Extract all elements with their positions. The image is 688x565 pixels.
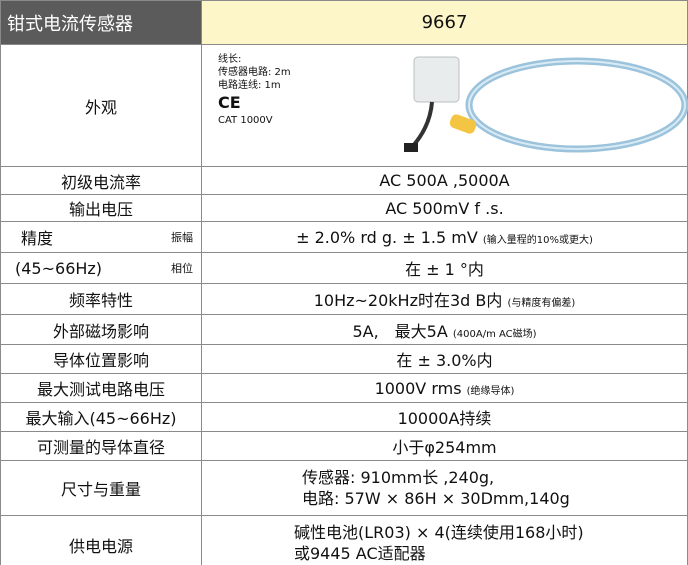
row-label: 供电电源 [0,515,202,565]
text: CAT 1000V [218,115,273,126]
note: (400A/m AC磁场) [452,328,537,340]
row-value: 在 ± 3.0%内 [201,344,688,374]
plug [404,143,418,152]
value: ± 2.0% rd g. ± 1.5 mV [296,227,478,247]
row-value: 小于φ254mm [201,431,688,461]
appearance-cell: 线长: 传感器电路: 2m 电路连线: 1m CE CAT 1000V [201,44,688,167]
value: 5A, 最大5A [352,321,448,341]
lead [410,101,434,149]
row-value: 5A, 最大5A (400A/m AC磁场) [201,314,688,345]
note: (输入量程的10%或更大) [482,234,593,246]
header-model: 9667 [201,0,688,45]
row-value: ± 2.0% rd g. ± 1.5 mV (输入量程的10%或更大) [201,221,688,253]
sub-label: 相位 [171,262,193,275]
note: (与精度有偏差) [507,298,576,309]
ce-mark: CE [218,93,241,112]
row-value: 碱性电池(LR03) × 4(连续使用168小时) 或9445 AC适配器 [201,515,688,565]
row-label: 精度 [21,229,54,248]
value: 传感器: 910mm长 ,240g, [302,468,495,487]
row-label: 可测量的导体直径 [0,431,202,461]
value: 电路: 57W × 86H × 30Dmm,140g [302,489,570,508]
note: (绝缘导体) [466,385,515,397]
appearance-text: 线长: 传感器电路: 2m 电路连线: 1m CE CAT 1000V [218,53,291,127]
text: 传感器电路: 2m [218,67,291,78]
coil-highlight [468,60,686,150]
row-label: (45~66Hz) [15,258,103,278]
row-label: 初级电流率 [0,166,202,195]
sensor-image [404,56,688,153]
row-value: 传感器: 910mm长 ,240g, 电路: 57W × 86H × 30Dmm,… [201,460,688,516]
precision-cell: (45~66Hz) 相位 [0,252,202,284]
row-value: 10Hz~20kHz时在3d B内 (与精度有偏差) [201,283,688,315]
row-label: 最大测试电路电压 [0,373,202,403]
value: 1000V rms [374,378,462,398]
row-label: 尺寸与重量 [0,460,202,516]
row-label: 输出电压 [0,194,202,222]
row-value: 1000V rms (绝缘导体) [201,373,688,403]
row-label: 导体位置影响 [0,344,202,374]
value: 碱性电池(LR03) × 4(连续使用168小时) [294,523,584,542]
value: 或9445 AC适配器 [294,544,426,563]
row-value: AC 500mV f .s. [201,194,688,222]
sensor-box [413,56,460,103]
row-value: 10000A持续 [201,402,688,432]
row-value: AC 500A ,5000A [201,166,688,195]
sub-label: 振幅 [171,231,193,244]
row-label: 最大输入(45~66Hz) [0,402,202,432]
row-label: 外观 [0,44,202,167]
text: 线长: [218,54,242,65]
text: 电路连线: 1m [218,80,281,91]
row-value: 在 ± 1 °内 [201,252,688,284]
value: 10Hz~20kHz时在3d B内 [313,291,503,310]
row-label: 频率特性 [0,283,202,315]
precision-cell: 精度 振幅 [0,221,202,253]
coil-joint [449,114,477,134]
row-label: 外部磁场影响 [0,314,202,345]
header-label: 钳式电流传感器 [0,0,202,45]
